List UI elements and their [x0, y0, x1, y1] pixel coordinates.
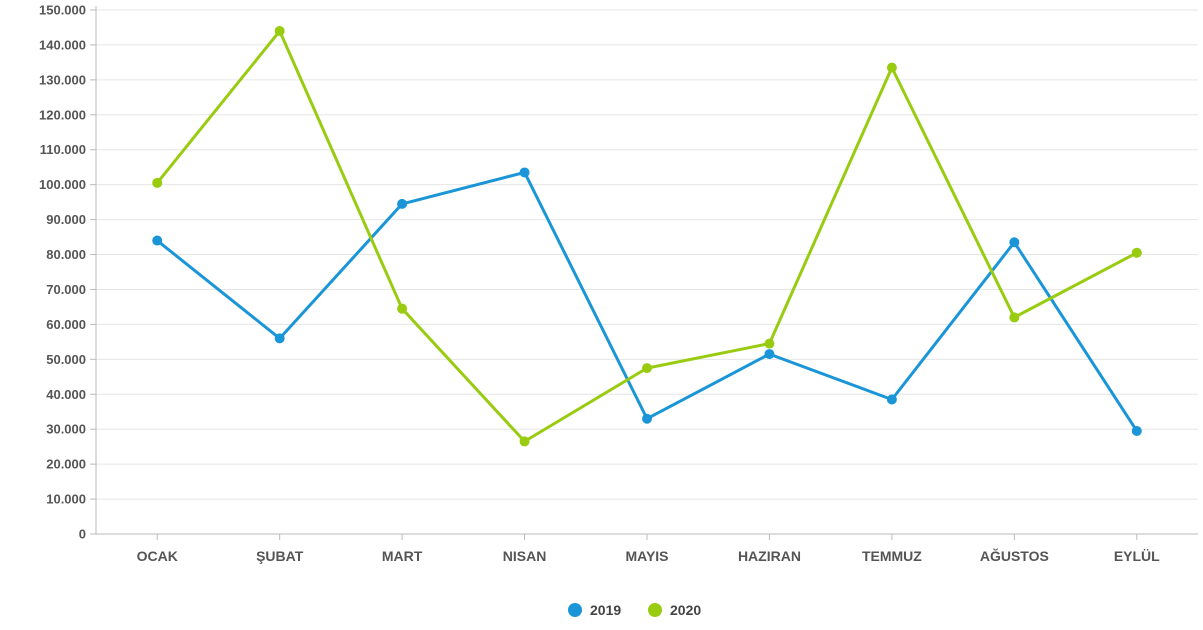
y-tick-label: 50.000 [46, 352, 86, 367]
x-tick-label: MART [382, 548, 423, 564]
y-tick-label: 150.000 [39, 3, 86, 18]
series-line [156, 29, 1138, 443]
legend-item[interactable]: 2019 [568, 602, 621, 618]
legend-label: 2020 [670, 602, 701, 618]
x-tick-label: TEMMUZ [862, 548, 922, 564]
data-point[interactable] [152, 177, 163, 188]
y-tick-label: 80.000 [46, 247, 86, 262]
y-tick-label: 30.000 [46, 422, 86, 437]
data-point[interactable] [519, 167, 530, 178]
x-axis-tick-labels: OCAK ŞUBAT MART NISAN MAYIS HAZIRAN TEMMUZ AĞUS… [137, 547, 1161, 564]
data-point[interactable] [1131, 425, 1142, 436]
data-point[interactable] [274, 333, 285, 344]
y-tick-label: 120.000 [39, 107, 86, 122]
y-tick-label: 70.000 [46, 282, 86, 297]
series [152, 25, 1142, 447]
axes [90, 6, 1198, 540]
y-tick-label: 10.000 [46, 492, 86, 507]
legend-marker-icon [568, 603, 582, 617]
data-point[interactable] [1009, 237, 1020, 248]
x-tick-label: AĞUSTOS [980, 547, 1049, 564]
data-point[interactable] [642, 413, 652, 424]
data-point[interactable] [519, 436, 530, 447]
data-point[interactable] [764, 338, 775, 349]
x-tick-label: MAYIS [625, 548, 668, 564]
y-tick-label: 0 [79, 527, 86, 542]
data-point[interactable] [764, 349, 775, 360]
legend-item[interactable]: 2020 [648, 602, 701, 618]
data-point[interactable] [886, 62, 897, 73]
legend[interactable]: 2019 2020 [568, 602, 701, 618]
x-tick-label: HAZIRAN [738, 548, 801, 564]
series-2020 [152, 25, 1142, 447]
y-tick-label: 140.000 [39, 37, 86, 52]
data-point[interactable] [886, 394, 897, 405]
legend-marker-icon [648, 603, 662, 617]
data-point[interactable] [274, 25, 285, 36]
legend-label: 2019 [590, 602, 621, 618]
data-point[interactable] [1131, 247, 1142, 258]
y-tick-label: 110.000 [40, 142, 86, 157]
grid-lines [96, 9, 1198, 500]
data-point[interactable] [1009, 312, 1020, 323]
y-axis-tick-labels: 0 10.000 20.000 30.000 40.000 50.000 60.000 70.… [39, 3, 86, 542]
y-tick-label: 130.000 [39, 72, 86, 87]
data-point[interactable] [397, 303, 408, 314]
y-tick-label: 90.000 [46, 212, 86, 227]
series-line [156, 170, 1139, 432]
x-tick-label: ŞUBAT [256, 548, 304, 564]
y-tick-label: 60.000 [46, 317, 86, 332]
series-2019 [152, 167, 1142, 436]
y-tick-label: 100.000 [39, 177, 86, 192]
x-tick-label: OCAK [137, 548, 178, 564]
data-point[interactable] [642, 363, 652, 374]
x-tick-label: NISAN [503, 548, 547, 564]
y-tick-label: 20.000 [46, 457, 86, 472]
x-tick-label: EYLÜL [1114, 548, 1160, 564]
data-point[interactable] [397, 198, 408, 209]
y-tick-label: 40.000 [46, 387, 86, 402]
data-point[interactable] [152, 235, 163, 246]
